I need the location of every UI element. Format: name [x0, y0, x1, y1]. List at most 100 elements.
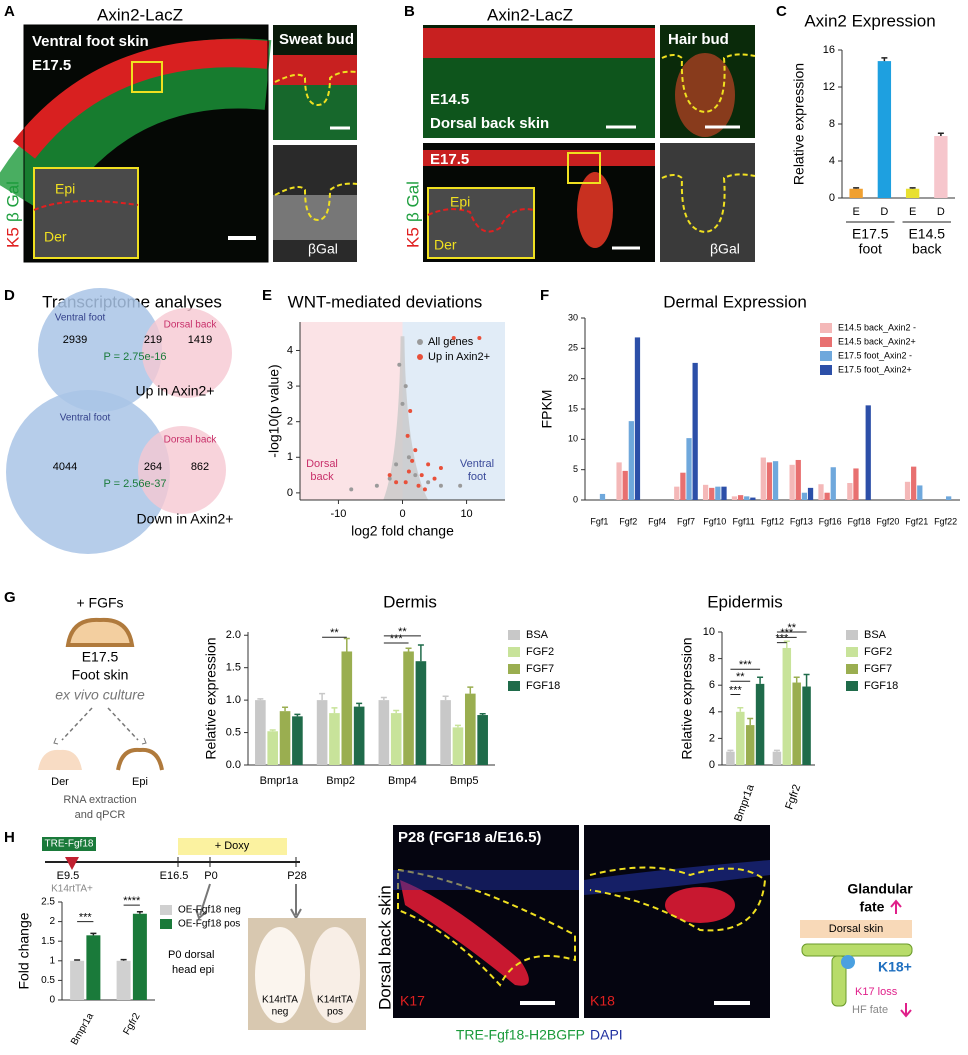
venn-count: 2939 — [63, 334, 87, 346]
legend-swatch — [160, 919, 172, 929]
micrograph-signal — [423, 28, 655, 58]
bar — [905, 188, 920, 198]
timeline-label: P28 — [287, 870, 307, 882]
bar — [279, 711, 291, 765]
tissue-icon — [38, 749, 82, 770]
bar — [745, 725, 755, 765]
x-tick-label: Bmp2 — [326, 775, 355, 787]
bar — [824, 492, 830, 500]
venn-set — [6, 390, 170, 554]
bar — [692, 362, 698, 500]
x-tick-label: Fgf11 — [732, 516, 754, 526]
point — [394, 480, 399, 485]
legend-swatch — [508, 664, 520, 674]
bar — [116, 960, 131, 1000]
bar — [709, 487, 715, 500]
point — [416, 483, 421, 488]
y-tick-label: 15 — [568, 403, 578, 413]
boundary — [661, 173, 756, 234]
y-axis-label: FPKM — [539, 390, 555, 429]
y-tick-label: 10 — [703, 626, 715, 638]
venn-set — [38, 288, 162, 412]
significance-label: *** — [780, 627, 794, 639]
panel-label: A — [4, 3, 15, 20]
bar — [721, 486, 727, 500]
bar — [70, 960, 85, 1000]
y-tick-label: 25 — [568, 343, 578, 353]
bar — [801, 492, 808, 500]
region-label: foot — [468, 471, 486, 483]
significance-label: ** — [736, 671, 745, 683]
doxy-box — [178, 838, 287, 855]
timeline-marker — [65, 857, 79, 870]
y-tick-label: 12 — [823, 81, 835, 93]
inset-label: Der — [44, 229, 67, 245]
point — [406, 455, 411, 460]
model-label: K17 loss — [855, 986, 898, 998]
venn-set — [138, 426, 226, 514]
panel-title: Axin2-LacZ — [97, 5, 183, 24]
error-bar — [343, 637, 350, 652]
point-cloud — [383, 336, 429, 500]
error-bar — [282, 706, 289, 712]
doxy-label: + Doxy — [215, 840, 250, 852]
venn-count: 264 — [144, 461, 162, 473]
y-tick-label: 6 — [709, 679, 715, 691]
bar — [818, 484, 824, 500]
x-tick-label: Fgf12 — [761, 516, 784, 526]
bar — [755, 683, 765, 765]
legend-swatch — [160, 905, 172, 915]
bar — [802, 686, 811, 765]
micrograph-signal — [577, 172, 613, 248]
panel-label: G — [4, 589, 16, 606]
y-tick-label: 0 — [829, 192, 835, 204]
error-bar — [442, 695, 449, 701]
venn-p: P = 2.75e-16 — [103, 351, 166, 363]
timeline-label: E9.5 — [57, 870, 80, 882]
bar — [464, 693, 476, 765]
boundary — [661, 53, 756, 114]
y-tick-label: 1.0 — [226, 694, 241, 706]
bar — [599, 493, 606, 500]
region-shade — [402, 322, 505, 500]
significance-label: *** — [79, 912, 93, 924]
bar — [634, 337, 641, 500]
point — [413, 473, 418, 478]
point — [408, 409, 413, 413]
x-tick-label: Fgf21 — [905, 516, 928, 526]
y-axis-label: -log10(p value) — [266, 364, 282, 457]
y-tick-label: 5 — [573, 464, 578, 474]
point — [458, 483, 463, 488]
model-label: K18+ — [878, 959, 912, 975]
schematic-label: Foot skin — [72, 667, 129, 683]
bar — [760, 457, 766, 500]
bar — [911, 466, 917, 500]
point — [419, 473, 424, 478]
region-label: Ventral — [460, 458, 494, 470]
x-tick-label: Fgf1 — [590, 516, 608, 526]
bar — [744, 496, 750, 500]
tissue-band — [800, 920, 912, 938]
bar — [750, 497, 756, 500]
group-label: E17.5 — [852, 226, 889, 242]
legend-label: BSA — [864, 629, 887, 641]
zoom-box — [131, 61, 163, 93]
bar — [934, 136, 948, 198]
y-tick-label: 0 — [573, 494, 578, 504]
error-bar — [773, 749, 780, 752]
bar — [792, 682, 801, 765]
bar — [736, 711, 745, 765]
bar — [946, 496, 952, 500]
stain-label: K5 — [3, 227, 22, 248]
x-tick-label: Fgf4 — [648, 516, 666, 526]
point — [349, 487, 354, 492]
y-tick-label: 0.5 — [226, 726, 241, 738]
y-tick-label: 3 — [287, 380, 293, 392]
point — [451, 336, 456, 341]
bar — [772, 461, 779, 500]
error-bar — [356, 702, 363, 707]
y-tick-label: 0 — [709, 759, 715, 771]
stain-label: K5 — [403, 227, 422, 248]
construct-label: TRE-Fgf18 — [45, 839, 94, 850]
venn-caption: Up in Axin2+ — [136, 383, 215, 399]
